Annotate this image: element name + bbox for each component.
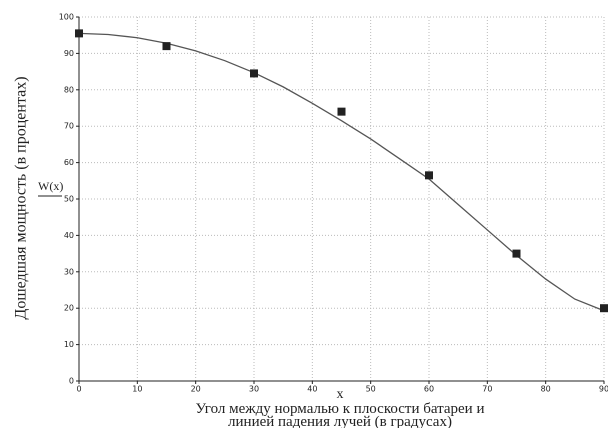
y-tick-label: 100 [59,13,74,22]
data-point [75,29,83,38]
x-tick-label: 40 [307,385,317,394]
y-tick-label: 0 [69,377,74,386]
y-tick-label: 50 [64,195,74,204]
y-tick-label: 30 [64,267,74,276]
data-point [337,107,346,116]
axes [78,17,604,382]
y-tick-label: 80 [64,85,74,94]
x-tick-label: 10 [132,385,142,394]
y-tick-label: 90 [64,49,74,58]
x-tick-label: 20 [191,385,201,394]
y-tick-label: 70 [64,122,74,131]
x-tick-label: 50 [366,385,376,394]
data-point [512,249,521,258]
y-var-label: W(x) [38,179,63,193]
x-tick-label: 80 [541,385,551,394]
y-tick-label: 20 [64,304,74,313]
x-tick-label: 0 [76,385,81,394]
data-point [425,171,433,180]
data-point [600,304,608,313]
x-var-label: x [337,387,344,402]
y-tick-label: 10 [64,340,74,349]
data-point [162,42,171,51]
x-tick-label: 70 [482,385,492,394]
y-axis-title: Дошедшая мощность (в процентах) [13,76,30,319]
fit-curve [78,32,605,312]
y-tick-label: 40 [64,231,74,240]
x-axis-title: линией падения лучей (в градусах) [228,414,452,428]
x-axis-title: Угол между нормалью к плоскости батареи … [195,401,484,417]
x-tick-label: 90 [599,385,608,394]
x-tick-label: 30 [249,385,259,394]
data-point [250,69,258,78]
y-tick-label: 60 [64,158,74,167]
x-tick-label: 60 [424,385,434,394]
